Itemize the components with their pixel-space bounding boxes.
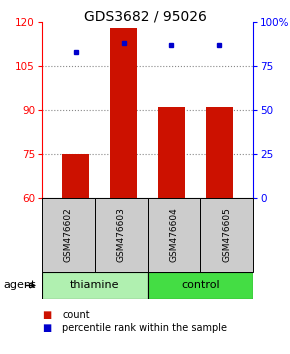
Bar — [110, 28, 137, 198]
Bar — [62, 154, 89, 198]
Bar — [206, 107, 233, 198]
Bar — [42, 272, 148, 299]
Text: ■: ■ — [42, 310, 51, 320]
Bar — [148, 198, 200, 272]
Text: control: control — [181, 280, 220, 291]
Text: GSM476603: GSM476603 — [117, 207, 126, 262]
Bar — [95, 198, 148, 272]
Bar — [42, 198, 95, 272]
Text: thiamine: thiamine — [70, 280, 119, 291]
Text: GSM476604: GSM476604 — [169, 208, 178, 262]
Bar — [200, 198, 253, 272]
Text: count: count — [62, 310, 90, 320]
Bar — [158, 107, 185, 198]
Bar — [148, 272, 253, 299]
Text: GSM476602: GSM476602 — [64, 208, 73, 262]
Text: percentile rank within the sample: percentile rank within the sample — [62, 323, 227, 333]
Text: GDS3682 / 95026: GDS3682 / 95026 — [84, 10, 206, 24]
Text: GSM476605: GSM476605 — [222, 207, 231, 262]
Text: ■: ■ — [42, 323, 51, 333]
Text: agent: agent — [3, 280, 35, 291]
